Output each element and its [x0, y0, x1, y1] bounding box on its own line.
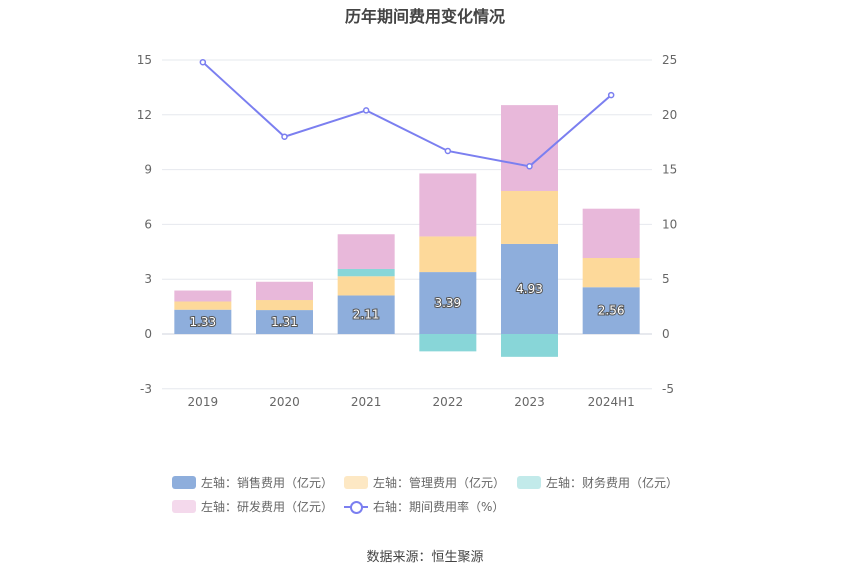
x-tick-label: 2024H1 — [588, 395, 635, 409]
x-tick-label: 2023 — [514, 395, 545, 409]
bar-data-label: 1.31 — [271, 315, 298, 329]
bar-segment — [174, 301, 232, 310]
bar-segment — [419, 173, 477, 237]
y-right-tick-label: 10 — [662, 217, 677, 231]
bar-segment — [256, 281, 313, 301]
legend-label-sales: 左轴：销售费用（亿元） — [201, 476, 334, 490]
bar-segment — [337, 268, 395, 277]
x-tick-label: 2020 — [269, 395, 300, 409]
legend-item-finance[interactable]: 左轴：财务费用（亿元） — [517, 474, 678, 491]
bar-data-label: 2.56 — [598, 304, 625, 318]
y-right-tick-label: 25 — [662, 53, 677, 67]
y-left-tick-label: -3 — [140, 382, 152, 396]
bar-segment — [501, 243, 558, 334]
chart-title: 历年期间费用变化情况 — [344, 7, 505, 26]
legend-label-rnd: 左轴：研发费用（亿元） — [201, 500, 334, 514]
x-tick-label: 2019 — [188, 395, 219, 409]
bar-segment — [501, 105, 558, 191]
bar-segment — [582, 258, 640, 288]
bar-data-label: 1.33 — [189, 315, 216, 329]
legend-item-rnd[interactable]: 左轴：研发费用（亿元） — [172, 498, 333, 515]
bar-segment — [256, 300, 313, 311]
bar-segment — [337, 234, 395, 269]
bar-segment — [501, 334, 558, 357]
bar-segment — [419, 236, 477, 273]
expense-ratio-point — [199, 58, 207, 66]
y-left-tick-label: 0 — [144, 327, 152, 341]
legend-item-sales[interactable]: 左轴：销售费用（亿元） — [172, 474, 333, 491]
legend-swatch-rnd — [172, 500, 196, 513]
bar-segment — [582, 287, 640, 334]
legend-swatch-admin — [344, 476, 368, 489]
y-right-tick-label: 20 — [662, 108, 677, 122]
bar-segment — [337, 276, 395, 296]
x-tick-label: 2021 — [351, 395, 382, 409]
bar-segment — [337, 295, 395, 334]
legend-label-admin: 左轴：管理费用（亿元） — [373, 476, 506, 490]
legend-label-finance: 左轴：财务费用（亿元） — [546, 476, 679, 490]
legend-swatch-sales — [172, 476, 196, 489]
bar-segment — [419, 272, 477, 334]
y-left-tick-label: 12 — [137, 108, 152, 122]
y-left-tick-label: 9 — [144, 163, 152, 177]
bar-segment — [501, 190, 558, 244]
bar-data-label: 3.39 — [434, 296, 461, 310]
legend-item-admin[interactable]: 左轴：管理费用（亿元） — [344, 474, 505, 491]
bar-segment — [174, 290, 232, 302]
expense-ratio-point — [281, 133, 288, 140]
y-left-tick-label: 3 — [144, 272, 152, 286]
y-right-tick-label: 5 — [662, 272, 670, 286]
bar-segment — [419, 334, 477, 352]
bar-segment — [582, 208, 640, 259]
data-source: 数据来源：恒生聚源 — [366, 550, 484, 565]
y-right-tick-label: 0 — [662, 327, 670, 341]
legend-label-expense-ratio: 右轴：期间费用率（%） — [373, 500, 505, 514]
bar-segment — [256, 310, 313, 334]
expense-ratio-point — [526, 163, 533, 170]
x-tick-label: 2022 — [433, 395, 464, 409]
expense-ratio-point — [444, 147, 452, 155]
y-right-tick-label: 15 — [662, 163, 677, 177]
y-left-tick-label: 15 — [137, 53, 152, 67]
legend-swatch-expense-ratio — [344, 500, 368, 514]
legend-swatch-finance — [517, 476, 541, 489]
expense-ratio-point — [607, 91, 615, 99]
bar-segment — [174, 309, 232, 334]
bar-data-label: 2.11 — [353, 308, 380, 322]
expense-ratio-point — [362, 107, 370, 114]
expense-ratio-line — [202, 61, 612, 168]
bar-data-label: 4.93 — [516, 282, 543, 296]
legend-item-expense-ratio[interactable]: 右轴：期间费用率（%） — [344, 498, 504, 515]
y-left-tick-label: 6 — [144, 217, 152, 231]
y-right-tick-label: -5 — [662, 382, 674, 396]
